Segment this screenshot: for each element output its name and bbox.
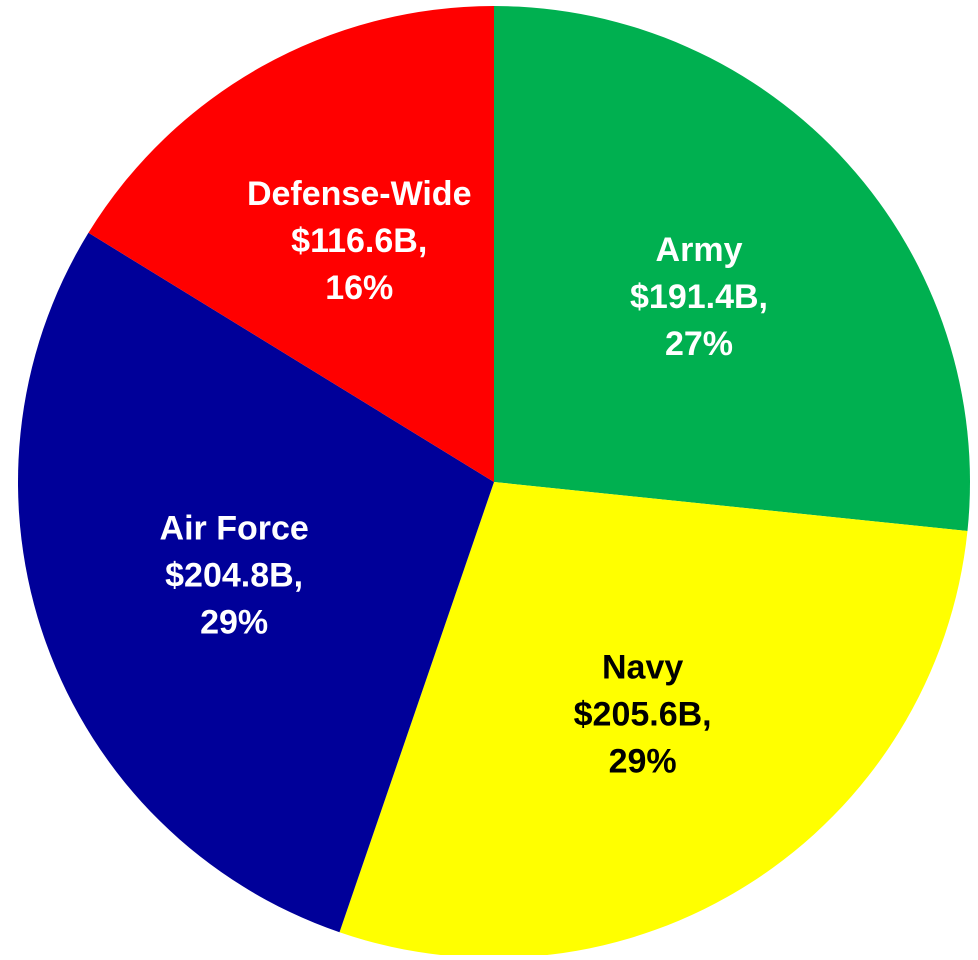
slice-percent-label: 27% — [665, 325, 733, 363]
pie-slice-navy — [339, 482, 968, 958]
pie-slice-army — [494, 6, 970, 532]
slice-category-label: Air Force — [160, 509, 309, 547]
slice-category-label: Navy — [602, 649, 683, 687]
slice-percent-label: 29% — [200, 603, 268, 641]
slice-value-label: $191.4B, — [630, 278, 768, 316]
slice-label-navy: Navy $205.6B, 29% — [574, 649, 712, 781]
slice-value-label: $204.8B, — [165, 556, 303, 594]
slice-percent-label: 29% — [609, 743, 677, 781]
slice-value-label: $205.6B, — [574, 696, 712, 734]
slice-label-air-force: Air Force $204.8B, 29% — [160, 509, 309, 641]
slice-value-label: $116.6B, — [291, 222, 427, 260]
slice-label-army: Army $191.4B, 27% — [630, 231, 768, 363]
slice-category-label: Defense-Wide — [247, 175, 472, 213]
labels-layer: Army $191.4B, 27% Navy $205.6B, 29% Air Force $… — [160, 175, 769, 781]
slice-category-label: Army — [656, 231, 743, 269]
slices-layer — [17, 6, 970, 958]
pie-slice-defense-wide — [88, 6, 494, 482]
pie-slice-air-force — [17, 232, 495, 933]
slice-label-defense-wide: Defense-Wide $116.6B, 16% — [247, 175, 472, 307]
slice-percent-label: 16% — [325, 269, 393, 307]
